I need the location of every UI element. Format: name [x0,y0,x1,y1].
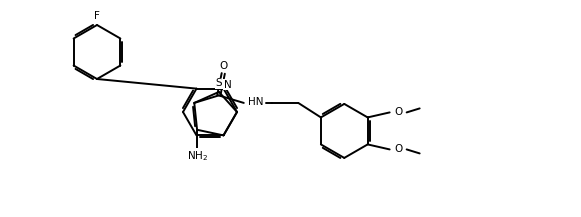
Text: O: O [394,107,402,117]
Text: S: S [216,78,223,89]
Text: O: O [219,61,227,71]
Text: N: N [224,80,231,90]
Text: HN: HN [248,97,263,107]
Text: F: F [94,11,100,21]
Text: NH$_2$: NH$_2$ [187,149,207,163]
Text: O: O [394,145,402,155]
